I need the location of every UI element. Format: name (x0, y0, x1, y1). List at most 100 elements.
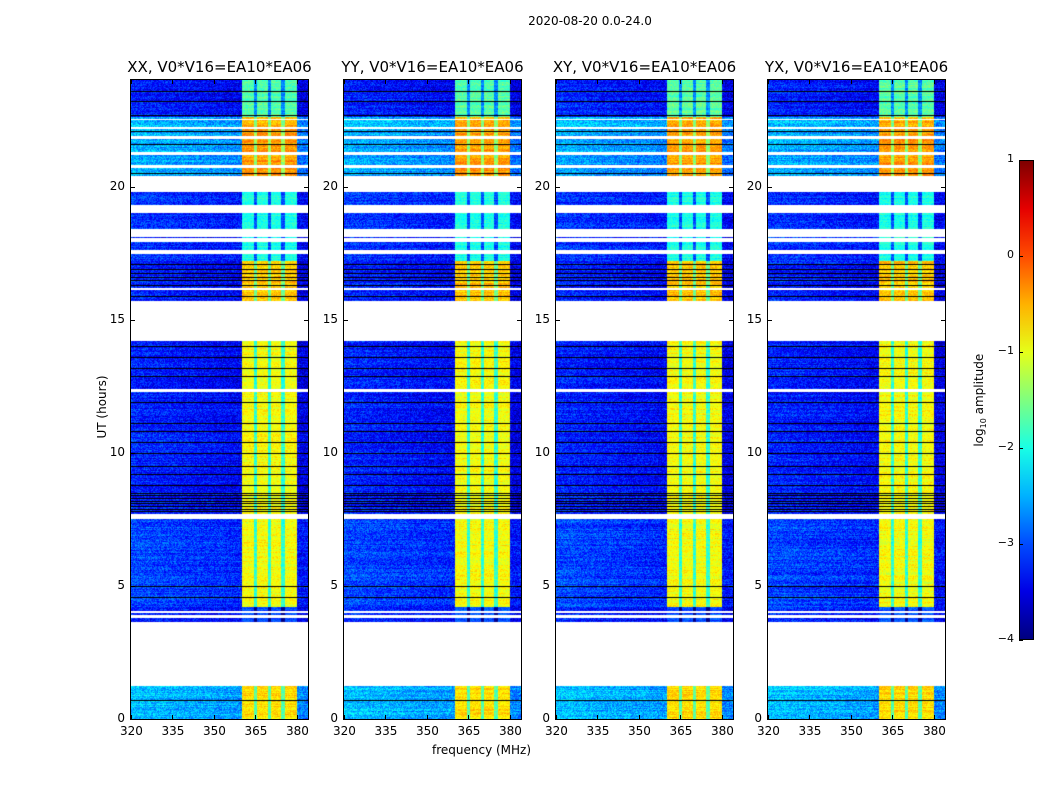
y-tick-mark (941, 585, 945, 587)
heatmap-image (344, 80, 521, 719)
x-tick-label: 380 (285, 724, 309, 738)
x-tick-mark (721, 715, 723, 719)
x-tick-mark (131, 715, 132, 719)
y-tick-mark (556, 719, 560, 720)
y-tick-label: 15 (534, 311, 550, 326)
x-tick-label: 320 (545, 724, 568, 738)
y-tick-mark (941, 719, 945, 720)
x-tick-mark (509, 715, 511, 719)
y-tick-label: 15 (322, 311, 338, 326)
colorbar-tick-mark (1019, 544, 1023, 545)
y-tick-label: 5 (117, 577, 125, 592)
y-tick-mark (344, 319, 348, 321)
x-tick-mark (296, 715, 298, 719)
x-tick-mark (638, 715, 640, 719)
y-tick-mark (344, 719, 348, 720)
y-tick-label: 0 (754, 711, 762, 725)
colorbar-label-log: log (971, 428, 986, 447)
waterfall-panel (130, 79, 309, 720)
colorbar (1019, 160, 1034, 640)
x-tick-label: 365 (669, 724, 693, 738)
heatmap-image (131, 80, 308, 719)
colorbar-tick-mark (1019, 640, 1023, 641)
y-tick-mark (304, 186, 308, 188)
colorbar-tick-label: −3 (997, 536, 1014, 549)
colorbar-tick-label: 0 (1007, 248, 1014, 261)
x-tick-mark (850, 80, 852, 84)
y-tick-mark (131, 585, 135, 587)
y-tick-mark (768, 719, 772, 720)
y-tick-mark (304, 585, 308, 587)
y-tick-mark (517, 585, 521, 587)
x-tick-label: 350 (415, 724, 439, 738)
y-tick-label: 10 (534, 444, 550, 459)
x-tick-label: 365 (881, 724, 905, 738)
y-tick-label: 10 (746, 444, 762, 459)
x-tick-mark (809, 80, 811, 84)
y-tick-label: 5 (754, 577, 762, 592)
colorbar-label-subscript: 10 (979, 418, 989, 429)
x-tick-mark (850, 715, 852, 719)
x-tick-label: 365 (457, 724, 481, 738)
colorbar-tick-mark (1019, 160, 1023, 161)
y-tick-mark (941, 319, 945, 321)
x-tick-mark (296, 80, 298, 84)
x-axis-label: frequency (MHz) (432, 743, 532, 757)
x-tick-mark (344, 715, 345, 719)
panel-title: XY, V0*V16=EA10*EA06 (552, 58, 737, 76)
waterfall-panel (767, 79, 946, 720)
y-tick-mark (131, 719, 135, 720)
x-tick-mark (680, 80, 682, 84)
y-tick-label: 0 (117, 711, 125, 725)
y-tick-mark (729, 319, 733, 321)
y-tick-label: 5 (330, 577, 338, 592)
x-tick-mark (426, 715, 428, 719)
y-tick-mark (344, 585, 348, 587)
y-tick-label: 10 (109, 444, 125, 459)
y-tick-mark (304, 452, 308, 454)
colorbar-tick-label: −4 (997, 632, 1014, 645)
x-tick-label: 380 (498, 724, 522, 738)
colorbar-tick-mark (1019, 448, 1023, 449)
x-tick-mark (255, 715, 257, 719)
waterfall-panel (555, 79, 734, 720)
x-tick-label: 350 (627, 724, 651, 738)
heatmap-image (768, 80, 945, 719)
heatmap-image (556, 80, 733, 719)
y-tick-label: 20 (322, 178, 338, 193)
x-tick-mark (426, 80, 428, 84)
colorbar-tick-label: −1 (997, 344, 1014, 357)
y-tick-mark (517, 186, 521, 188)
x-tick-mark (680, 715, 682, 719)
y-tick-label: 15 (109, 311, 125, 326)
panel-title: XX, V0*V16=EA10*EA06 (127, 58, 312, 76)
x-tick-mark (768, 80, 769, 84)
y-tick-label: 10 (322, 444, 338, 459)
x-tick-label: 335 (161, 724, 185, 738)
y-tick-mark (556, 585, 560, 587)
colorbar-tick-label: −2 (997, 440, 1014, 453)
x-tick-label: 320 (757, 724, 780, 738)
y-tick-mark (768, 319, 772, 321)
y-tick-mark (729, 719, 733, 720)
y-tick-mark (304, 719, 308, 720)
y-tick-mark (768, 585, 772, 587)
x-tick-mark (721, 80, 723, 84)
x-tick-label: 350 (839, 724, 863, 738)
x-tick-mark (556, 80, 557, 84)
y-tick-mark (517, 319, 521, 321)
colorbar-tick-mark (1019, 352, 1023, 353)
figure-title: 2020-08-20 0.0-24.0 (528, 14, 652, 28)
x-tick-mark (385, 80, 387, 84)
x-tick-label: 335 (798, 724, 822, 738)
y-tick-mark (556, 452, 560, 454)
x-tick-mark (597, 80, 599, 84)
x-tick-mark (255, 80, 257, 84)
y-tick-mark (344, 186, 348, 188)
x-tick-label: 365 (244, 724, 268, 738)
y-tick-mark (941, 452, 945, 454)
x-tick-label: 350 (202, 724, 226, 738)
x-tick-mark (892, 715, 894, 719)
x-tick-mark (556, 715, 557, 719)
y-tick-mark (729, 186, 733, 188)
